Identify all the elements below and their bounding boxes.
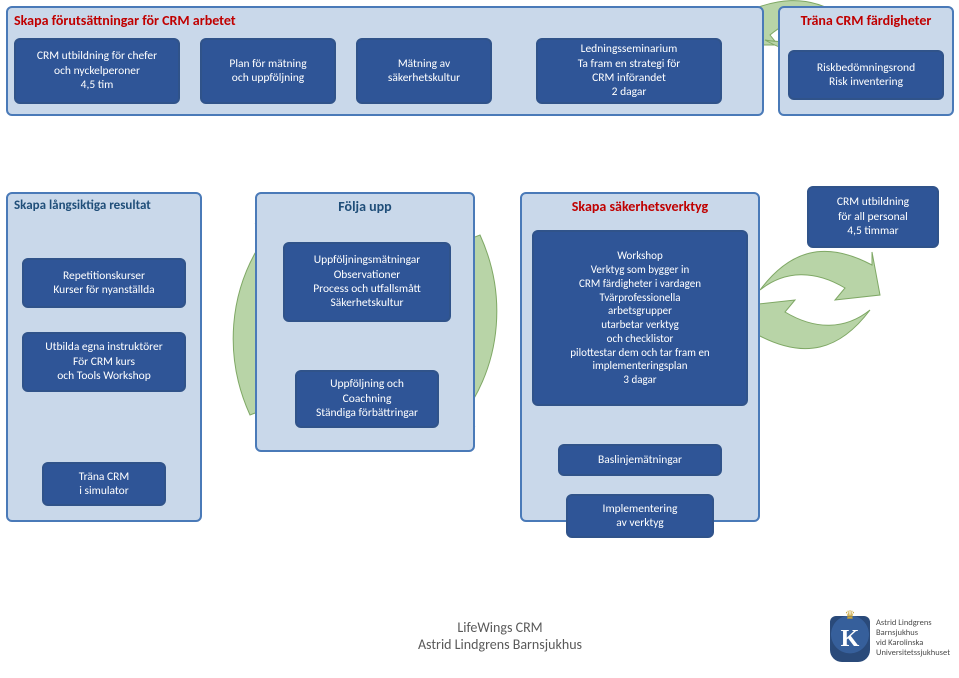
box-baslinjematningar: Baslinjemätningar [558, 444, 722, 476]
box-implementering: Implementering av verktyg [566, 494, 714, 538]
panel-title: Följa upp [263, 198, 467, 215]
footer-text: LifeWings CRM Astrid Lindgrens Barnsjukh… [380, 620, 620, 654]
box-repetitionskurser: Repetitionskurser Kurser för nyanställda [22, 258, 186, 308]
box-workshop: Workshop Verktyg som bygger in CRM färdi… [532, 230, 748, 406]
box-riskbedomning: Riskbedömningsrond Risk inventering [788, 50, 944, 100]
box-uppfoljning-coachning: Uppföljning och Coachning Ständiga förbä… [295, 370, 439, 428]
box-crm-chefer: CRM utbildning för chefer och nyckelpero… [14, 38, 180, 104]
footer-line1: LifeWings CRM [380, 620, 620, 637]
logo-text: Astrid Lindgrens Barnsjukhus vid Karolin… [876, 619, 950, 658]
panel-title: Skapa långsiktiga resultat [14, 198, 194, 213]
box-plan-matning: Plan för mätning och uppföljning [200, 38, 336, 104]
box-utbilda-instruktorer: Utbilda egna instruktörer För CRM kurs o… [22, 332, 186, 392]
box-ledningsseminarium: Ledningsseminarium Ta fram en strategi f… [536, 38, 722, 104]
logo-letter: K [841, 626, 860, 653]
logo-badge-icon: ♛ K [830, 616, 870, 662]
hospital-logo: ♛ K Astrid Lindgrens Barnsjukhus vid Kar… [830, 616, 950, 662]
panel-title: Skapa säkerhetsverktyg [528, 198, 752, 215]
box-uppfoljningsmatningar: Uppföljningsmätningar Observationer Proc… [283, 242, 451, 322]
panel-title: Träna CRM färdigheter [786, 12, 946, 29]
box-crm-all-personal: CRM utbildning för all personal 4,5 timm… [807, 186, 939, 248]
footer-line2: Astrid Lindgrens Barnsjukhus [380, 637, 620, 654]
crown-icon: ♛ [845, 608, 856, 623]
box-trana-simulator: Träna CRM i simulator [42, 462, 166, 506]
box-matning-sakerhetskultur: Mätning av säkerhetskultur [356, 38, 492, 104]
panel-title: Skapa förutsättningar för CRM arbetet [14, 12, 756, 29]
